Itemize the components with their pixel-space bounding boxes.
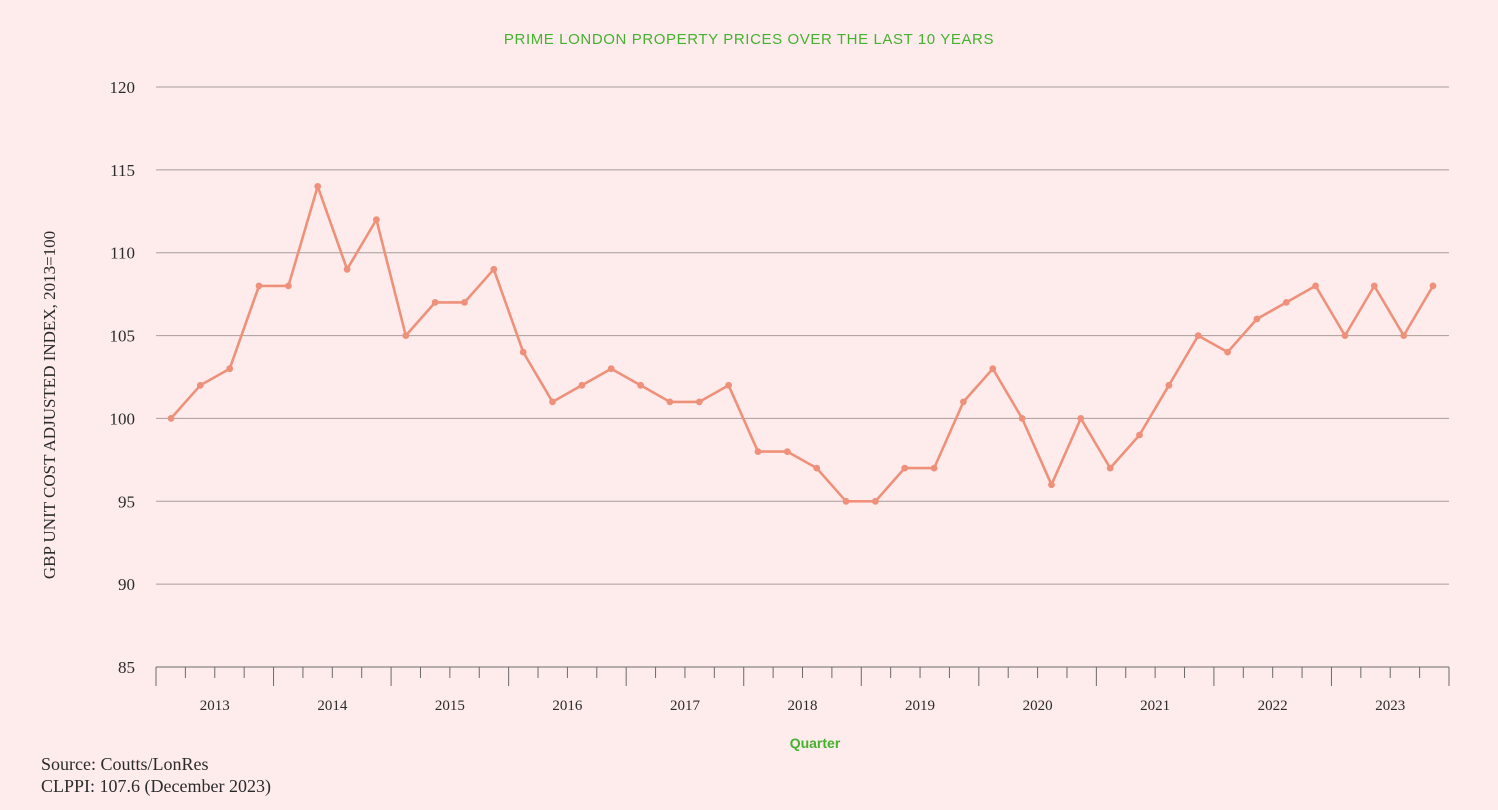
data-point	[725, 381, 732, 389]
data-point	[607, 365, 615, 373]
data-point	[431, 299, 439, 306]
source-note: Source: Coutts/LonRes	[41, 754, 209, 774]
series-line	[170, 185, 1435, 503]
data-point	[1429, 282, 1437, 290]
data-point	[1048, 481, 1055, 489]
data-point	[519, 348, 527, 356]
x-tick-label: 2017	[670, 698, 701, 714]
x-tick-label: 2016	[552, 698, 583, 714]
data-point	[872, 497, 879, 505]
data-point	[783, 448, 791, 455]
data-point	[695, 398, 703, 406]
data-point	[1312, 282, 1319, 290]
data-point	[1370, 282, 1378, 290]
data-point	[1165, 381, 1173, 389]
data-point	[1400, 332, 1408, 339]
data-point	[255, 282, 263, 290]
data-point	[1077, 415, 1085, 422]
data-point	[1136, 431, 1143, 439]
x-tick-label: 2015	[435, 698, 465, 714]
data-point	[196, 381, 204, 389]
x-tick-label: 2023	[1375, 698, 1405, 714]
x-tick-label: 2019	[905, 698, 935, 714]
x-tick-label: 2014	[317, 698, 348, 714]
x-tick-label: 2020	[1023, 698, 1053, 714]
y-tick-label: 105	[110, 327, 136, 346]
y-axis-ticks: 120 115 110 105 100 95 90 85	[110, 78, 136, 677]
data-point	[1018, 415, 1026, 422]
y-tick-label: 90	[118, 575, 135, 594]
data-point	[1341, 332, 1349, 339]
y-tick-label: 115	[110, 161, 135, 180]
data-point	[1253, 315, 1261, 323]
data-point	[666, 398, 674, 406]
y-tick-label: 120	[110, 78, 136, 97]
data-point	[373, 216, 380, 224]
series	[167, 183, 1437, 505]
data-point	[813, 464, 821, 472]
clppi-note: CLPPI: 107.6 (December 2023)	[41, 776, 271, 796]
data-point	[549, 398, 556, 406]
data-point	[402, 332, 410, 339]
data-point	[1224, 348, 1231, 356]
data-point	[1106, 464, 1114, 472]
data-point	[842, 497, 850, 505]
x-tick-label: 2013	[200, 698, 230, 714]
data-point	[578, 381, 586, 389]
data-point	[461, 299, 468, 306]
data-point	[490, 265, 498, 273]
gridlines	[156, 86, 1449, 585]
y-tick-label: 100	[110, 409, 136, 428]
data-point	[960, 398, 967, 406]
data-point	[226, 365, 234, 373]
data-point	[901, 464, 909, 472]
y-axis-label: GBP UNIT COST ADJUSTED INDEX, 2013=100	[40, 231, 59, 579]
data-point	[637, 381, 644, 389]
x-tick-label: 2022	[1258, 698, 1288, 714]
data-point	[314, 183, 322, 190]
data-point	[754, 448, 762, 455]
data-point	[343, 265, 351, 273]
y-tick-label: 85	[118, 658, 135, 677]
data-point	[989, 365, 997, 373]
data-point	[285, 282, 292, 290]
x-tick-label: 2021	[1140, 698, 1170, 714]
chart-title: PRIME LONDON PROPERTY PRICES OVER THE LA…	[504, 31, 994, 48]
y-tick-label: 95	[118, 492, 135, 511]
x-axis: 2013 2014 2015 2016 2017 2018 2019 2020 2021 2022…	[155, 666, 1450, 714]
data-point	[930, 464, 938, 472]
data-point	[1194, 332, 1202, 339]
data-point	[1282, 299, 1290, 306]
data-point	[167, 415, 175, 422]
x-tick-label: 2018	[788, 698, 818, 714]
y-tick-label: 110	[110, 244, 135, 263]
x-axis-label: Quarter	[790, 735, 841, 751]
